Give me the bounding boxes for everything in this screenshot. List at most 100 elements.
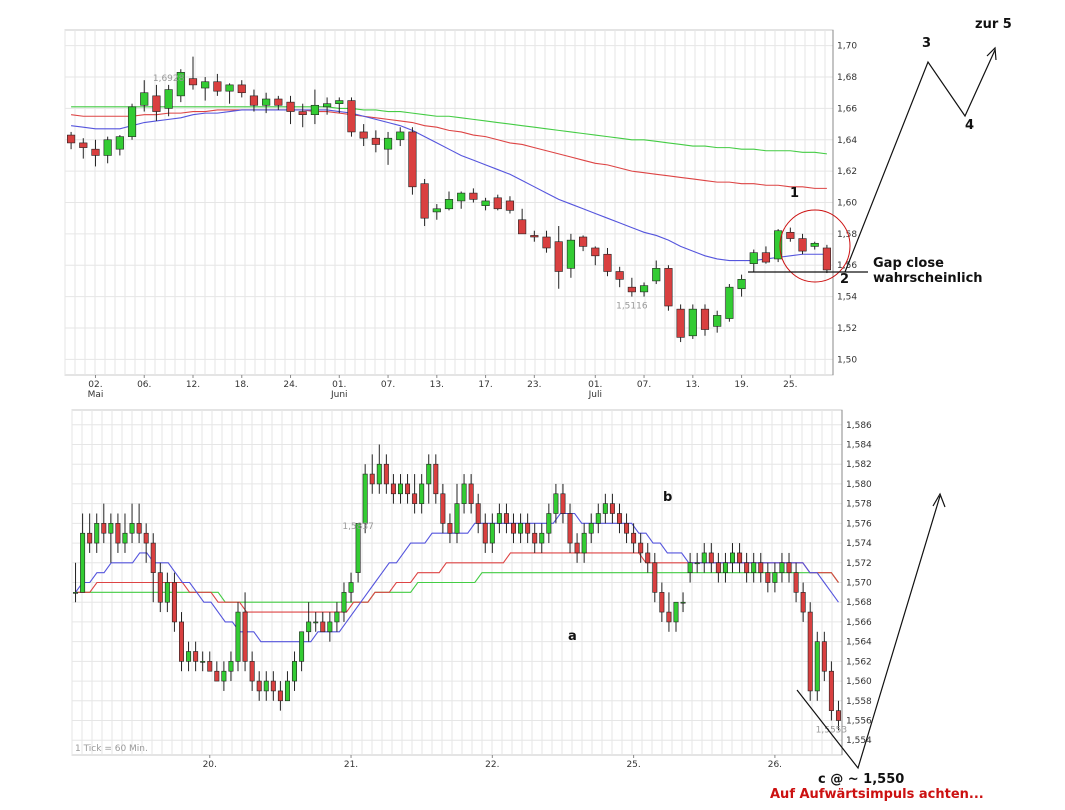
candle-up: [444, 199, 454, 210]
y-tick-label: 1,66: [837, 104, 857, 114]
candle-down: [666, 611, 672, 623]
x-tick-label: 22.: [485, 760, 499, 770]
wave-label-a: a: [568, 629, 577, 644]
y-tick-label: 1,50: [837, 355, 857, 365]
candle-up: [164, 89, 173, 109]
candle-up: [383, 137, 393, 150]
month-label: Mai: [88, 390, 104, 400]
candle-up: [376, 463, 382, 485]
candle-down: [447, 523, 453, 534]
candle-down: [664, 268, 673, 307]
x-tick-label: 20.: [203, 760, 217, 770]
x-tick-label: 01.: [332, 380, 346, 390]
low-value-label: 1,5116: [616, 302, 648, 312]
candle-down: [609, 503, 615, 514]
candle-down: [242, 611, 248, 662]
y-tick-label: 1,558: [846, 697, 872, 707]
candle-down: [821, 641, 827, 672]
y-tick-label: 1,64: [837, 136, 857, 146]
candle-down: [761, 252, 771, 263]
arrow-head-top-icon: [986, 46, 997, 61]
month-label: Juli: [588, 390, 602, 400]
candle-up: [595, 513, 601, 524]
wave-label-2: 2: [840, 272, 849, 287]
elliott-wave-annotations: 1 2 3 4 zur 5 Gap close wahrscheinlich a…: [568, 17, 1012, 802]
candle-up: [457, 192, 466, 202]
candle-down: [554, 241, 563, 272]
wave-projection-path: [844, 49, 996, 273]
candle-down: [115, 523, 121, 544]
candle-down: [627, 286, 636, 293]
candle-up: [489, 523, 495, 544]
candle-down: [793, 572, 799, 593]
candle-up: [335, 100, 344, 105]
candle-down: [567, 513, 573, 544]
candle-down: [786, 562, 792, 573]
candle-down: [615, 271, 624, 280]
candle-down: [518, 219, 527, 235]
candle-up: [432, 208, 441, 213]
candle-up: [129, 523, 135, 534]
candle-down: [676, 308, 685, 338]
candle-up: [496, 513, 502, 524]
x-tick-label: 13.: [430, 380, 444, 390]
candle-up: [426, 463, 432, 485]
candle-up: [652, 268, 661, 282]
candle-down: [214, 670, 220, 682]
candle-down: [101, 523, 107, 534]
candle-down: [708, 552, 714, 564]
candle-down: [579, 236, 588, 247]
x-tick-label: 23.: [527, 380, 541, 390]
candle-up: [228, 661, 234, 672]
candle-up: [201, 81, 210, 89]
arrow-head-bottom-icon: [932, 492, 946, 508]
candle-up: [730, 552, 735, 564]
candle-down: [638, 542, 644, 554]
candle-down: [765, 572, 771, 583]
candle-up: [225, 84, 234, 92]
candle-down: [503, 513, 509, 524]
candle-up: [221, 670, 227, 682]
y-tick-label: 1,562: [846, 657, 872, 667]
candle-up: [639, 285, 649, 293]
high-value-label: 1,5837: [342, 522, 374, 532]
candle-up: [200, 661, 206, 663]
candle-down: [79, 142, 88, 148]
candle-up: [553, 493, 559, 514]
candle-up: [772, 572, 778, 583]
candle-down: [758, 562, 764, 573]
candle-down: [286, 101, 295, 112]
wave-label-4: 4: [965, 118, 974, 133]
candle-down: [603, 253, 612, 272]
candle-up: [73, 592, 79, 594]
candle-down: [493, 197, 502, 210]
candle-up: [810, 242, 819, 247]
candle-up: [713, 315, 722, 327]
x-tick-label: 18.: [235, 380, 249, 390]
wave-label-zur-5: zur 5: [975, 17, 1012, 32]
candle-up: [454, 503, 460, 534]
candle-up: [263, 680, 269, 692]
y-tick-label: 1,60: [837, 199, 857, 209]
candle-up: [323, 103, 332, 108]
candle-down: [136, 523, 142, 534]
target-label: c @ ~ 1,550: [818, 772, 904, 787]
y-tick-label: 1,586: [846, 421, 872, 431]
candle-down: [405, 483, 411, 495]
candle-up: [518, 523, 524, 534]
y-tick-label: 1,584: [846, 441, 872, 451]
candle-up: [680, 601, 686, 604]
candle-down: [828, 670, 834, 711]
candle-up: [341, 592, 347, 613]
hourly-candlestick-chart: 1,554 1,556 1,558 1,560 1,562 1,564 1,566 1,568…: [71, 409, 872, 770]
candle-up: [186, 651, 192, 662]
candle-down: [700, 308, 710, 330]
candle-down: [274, 98, 283, 106]
month-label: Juni: [330, 390, 348, 400]
candle-down: [737, 552, 743, 564]
candle-down: [475, 503, 481, 524]
candle-down: [143, 532, 149, 544]
y-tick-label: 1,556: [846, 717, 872, 727]
y-tick-label: 1,58: [837, 230, 857, 240]
candle-up: [327, 621, 333, 633]
